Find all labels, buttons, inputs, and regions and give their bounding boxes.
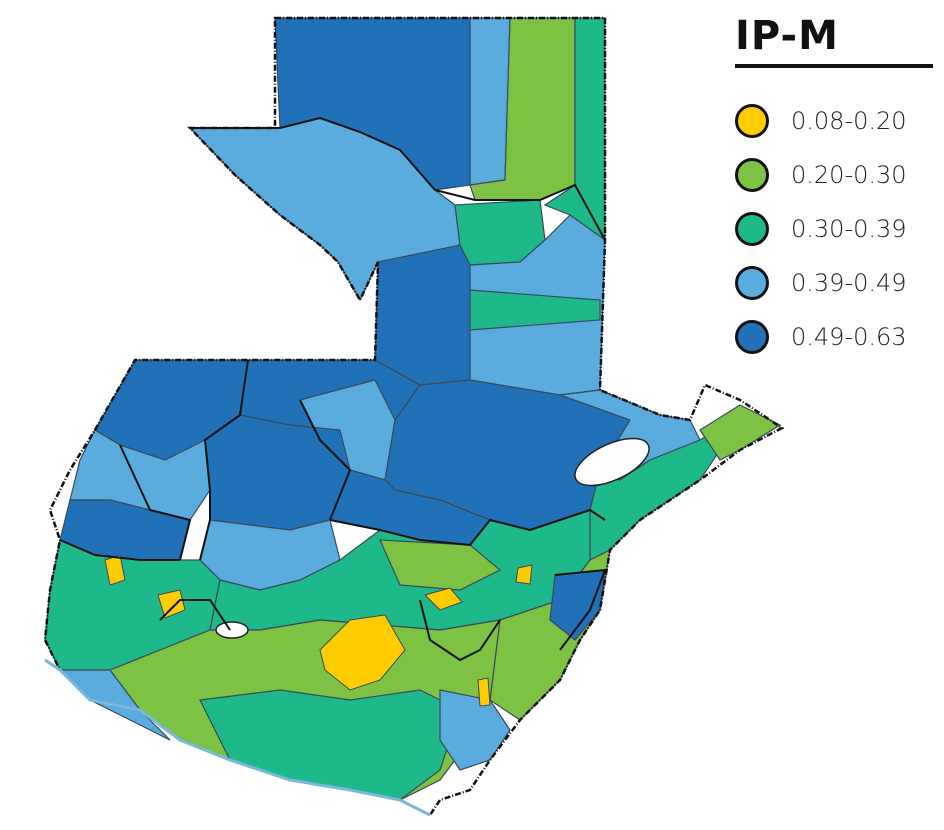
- region-yellow-3: [319, 614, 406, 691]
- legend-swatch-3: [735, 212, 769, 246]
- legend-item: 0.30-0.39: [735, 202, 935, 256]
- region-izabal-coast: [699, 404, 782, 461]
- lake-atitlan: [215, 621, 249, 639]
- legend-title: IP-M: [735, 13, 839, 59]
- legend-range-5: 0.49-0.63: [791, 323, 907, 351]
- region-quiche-south: [204, 414, 351, 531]
- region-peten-north-light: [469, 17, 511, 186]
- legend-item: 0.08-0.20: [735, 94, 935, 148]
- department-borders: [59, 116, 607, 662]
- legend-swatch-5: [735, 320, 769, 354]
- legend-range-2: 0.20-0.30: [791, 161, 907, 189]
- region-peten-east-teal: [469, 289, 601, 331]
- region-peten-central: [374, 244, 471, 386]
- region-yellow-4: [424, 587, 463, 611]
- legend-item: 0.39-0.49: [735, 256, 935, 310]
- legend-range-1: 0.08-0.20: [791, 107, 907, 135]
- legend-swatch-2: [735, 158, 769, 192]
- legend-range-4: 0.39-0.49: [791, 269, 907, 297]
- legend-item: 0.20-0.30: [735, 148, 935, 202]
- region-yellow-5: [515, 564, 533, 585]
- country-outline: [43, 16, 785, 817]
- region-yellow-2: [157, 589, 186, 619]
- legend-underline: [735, 64, 933, 68]
- legend-range-3: 0.30-0.39: [791, 215, 907, 243]
- legend-list: 0.08-0.20 0.20-0.30 0.30-0.39 0.39-0.49 …: [735, 94, 935, 364]
- region-yellow-6: [477, 677, 491, 707]
- legend-swatch-1: [735, 104, 769, 138]
- legend: IP-M 0.08-0.20 0.20-0.30 0.30-0.39 0.39-…: [735, 14, 935, 364]
- legend-swatch-4: [735, 266, 769, 300]
- lake-izabal: [574, 437, 650, 487]
- legend-item: 0.49-0.63: [735, 310, 935, 364]
- coastline: [44, 658, 431, 817]
- region-south-teal: [199, 689, 461, 801]
